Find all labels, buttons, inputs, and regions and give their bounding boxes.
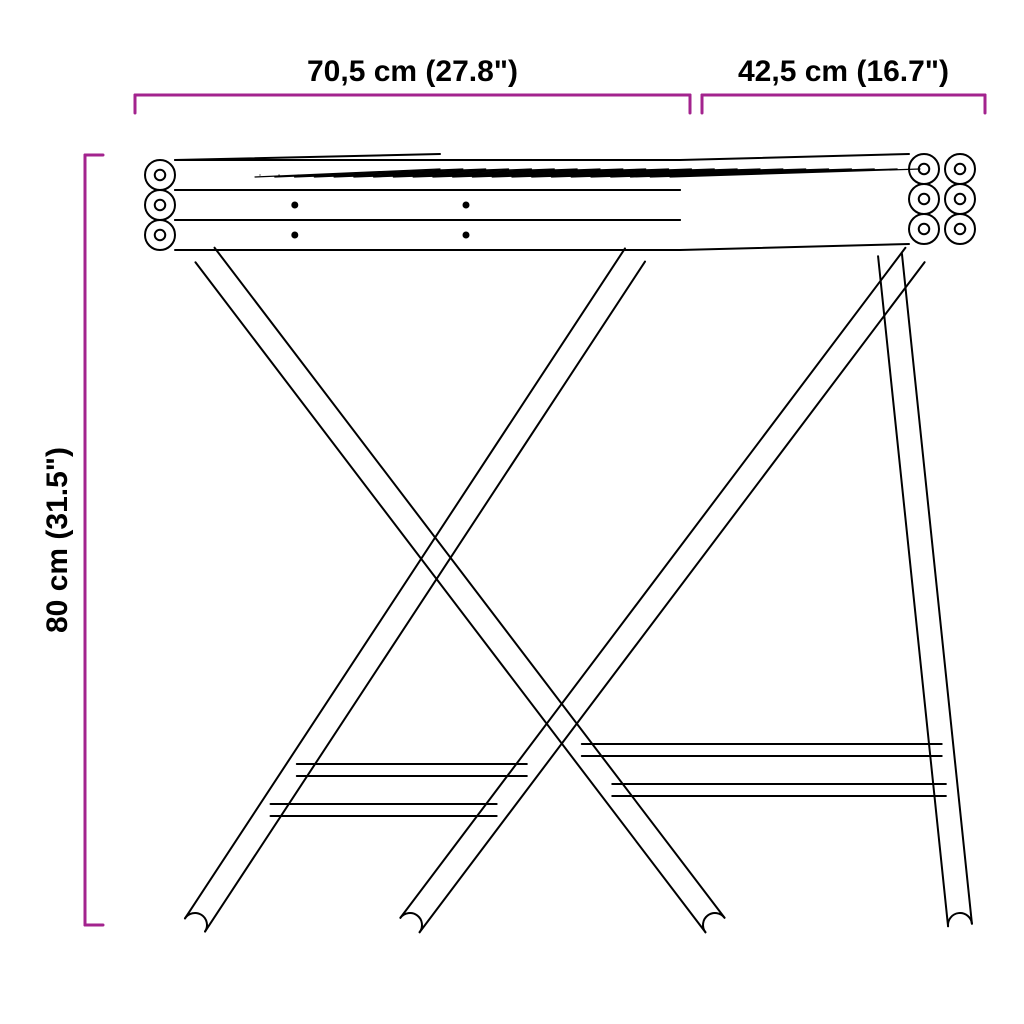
tray-top [145,154,975,250]
dimension-width-label: 70,5 cm (27.8") [307,55,518,88]
tray-slats [255,169,920,177]
product-drawing [145,154,975,932]
legs-front [185,248,725,933]
legs-back [400,248,972,932]
dimension-height-label: 80 cm (31.5") [41,447,74,633]
dimension-depth-label: 42,5 cm (16.7") [738,55,949,88]
dimension-lines: 70,5 cm (27.8") 42,5 cm (16.7") 80 cm (31.… [41,55,985,925]
